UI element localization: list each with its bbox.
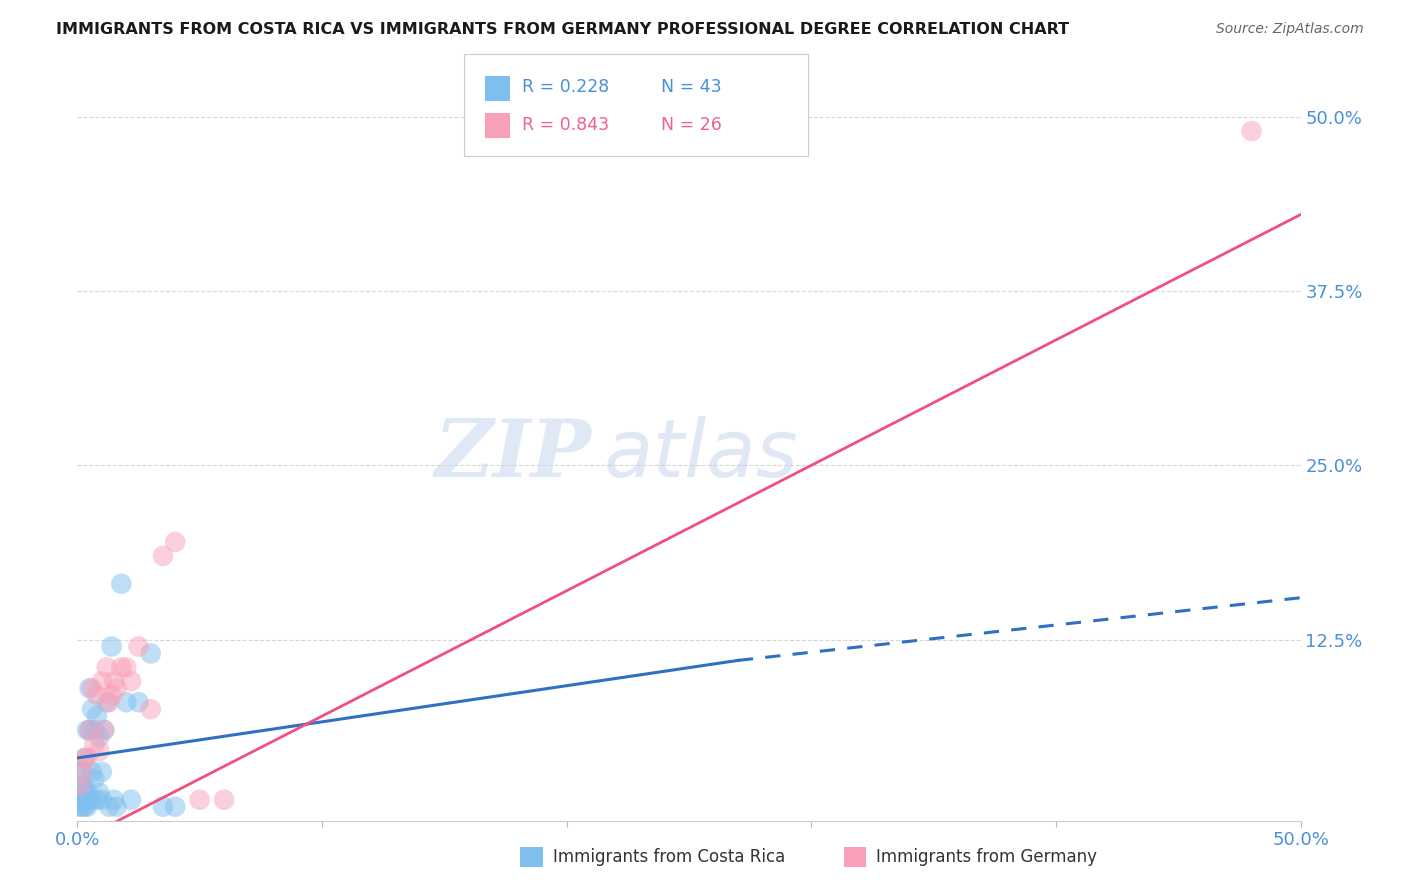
Point [70,793,93,807]
Point [120,793,142,807]
Point [152,799,174,814]
Point [128,695,150,709]
Point [76,751,98,765]
Point [90,674,112,689]
Point [70,764,93,779]
Point [80,764,103,779]
Text: ZIP: ZIP [434,417,591,493]
Text: Source: ZipAtlas.com: Source: ZipAtlas.com [1216,22,1364,37]
Point [98,799,121,814]
Point [89,730,111,744]
Point [139,647,162,661]
Point [89,786,111,800]
Point [70,779,93,793]
Point [73,799,96,814]
Point [120,674,142,689]
Point [115,695,138,709]
Point [76,799,98,814]
Point [103,674,125,689]
Point [105,799,128,814]
Point [115,660,138,674]
Point [1240,124,1263,138]
Point [69,793,91,807]
Point [79,681,101,696]
Point [73,751,96,765]
Text: Immigrants from Costa Rica: Immigrants from Costa Rica [553,848,785,866]
Point [139,702,162,716]
Point [80,793,103,807]
Point [73,793,96,807]
Point [93,723,115,737]
Point [105,681,128,696]
Point [76,786,98,800]
Text: N = 43: N = 43 [661,78,721,96]
Point [76,723,98,737]
Point [73,779,96,793]
Point [80,681,103,696]
Point [100,640,122,654]
Point [79,723,101,737]
Point [86,793,108,807]
Point [70,799,93,814]
Point [79,793,101,807]
Point [79,723,101,737]
Point [83,737,105,751]
Point [89,744,111,758]
Point [110,576,132,591]
Point [76,793,98,807]
Text: N = 26: N = 26 [661,116,721,134]
Text: R = 0.843: R = 0.843 [522,116,609,134]
Text: atlas: atlas [603,416,799,494]
Point [165,535,187,549]
Point [69,779,91,793]
Point [96,660,118,674]
Point [80,702,103,716]
Point [103,793,125,807]
Point [128,640,150,654]
Point [165,799,187,814]
Point [93,723,115,737]
Point [188,793,211,807]
Point [69,779,91,793]
Point [69,799,91,814]
Point [69,764,91,779]
Point [96,695,118,709]
Text: IMMIGRANTS FROM COSTA RICA VS IMMIGRANTS FROM GERMANY PROFESSIONAL DEGREE CORREL: IMMIGRANTS FROM COSTA RICA VS IMMIGRANTS… [56,22,1070,37]
Point [73,751,96,765]
Point [100,688,122,702]
Point [98,695,121,709]
Text: R = 0.228: R = 0.228 [522,78,609,96]
Point [212,793,235,807]
Text: Immigrants from Germany: Immigrants from Germany [876,848,1097,866]
Point [90,764,112,779]
Point [152,549,174,563]
Point [86,688,108,702]
Point [90,793,112,807]
Point [86,709,108,723]
Point [110,660,132,674]
Point [83,772,105,786]
Point [83,723,105,737]
Point [70,764,93,779]
